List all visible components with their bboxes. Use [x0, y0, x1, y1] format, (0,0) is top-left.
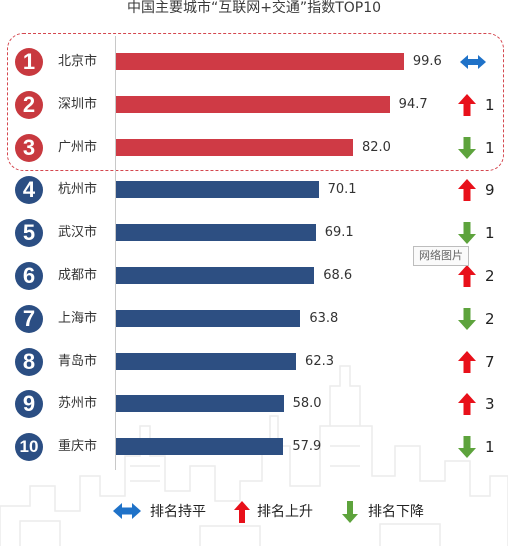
top3-highlight-box [7, 33, 504, 171]
bar [116, 138, 353, 156]
up-arrow-icon [234, 501, 250, 523]
bar [116, 267, 315, 284]
up-arrow-icon [458, 393, 476, 416]
bar-row: 9 苏州市 58.0 3 [0, 384, 508, 424]
rank-badge: 8 [15, 347, 43, 376]
rank-badge: 4 [15, 176, 43, 205]
rank-change-value: 1 [485, 224, 495, 243]
bar-row: 6 成都市 68.6 2 [0, 256, 508, 296]
chart-title: 中国主要城市“互联网+交通”指数TOP10 [126, 0, 382, 16]
down-arrow-icon [458, 436, 476, 459]
down-arrow-icon [458, 136, 476, 159]
up-arrow-icon [458, 265, 476, 287]
rank-change-value: 1 [485, 138, 495, 157]
down-arrow-icon [458, 222, 476, 245]
rank-badge: 9 [15, 390, 43, 419]
down-arrow-icon [458, 307, 476, 330]
city-label: 成都市 [58, 268, 98, 283]
rank-change-value: 3 [485, 395, 495, 414]
rank-change-value: 2 [485, 267, 495, 285]
bar-row: 8 青岛市 62.3 7 [0, 342, 508, 382]
value-label: 63.8 [309, 310, 339, 326]
city-label: 北京市 [58, 54, 98, 69]
rank-change-value: 1 [485, 95, 495, 114]
rank-change-value: 9 [485, 181, 495, 200]
legend-label-down: 排名下降 [368, 504, 424, 520]
bar-row: 5 武汉市 69.1 1 [0, 213, 508, 253]
value-label: 82.0 [361, 139, 391, 155]
rank-badge: 3 [15, 133, 43, 162]
rank-change-value: 1 [485, 438, 495, 457]
value-label: 62.3 [305, 353, 334, 369]
value-label: 58.0 [292, 396, 322, 412]
rank-change-value: 2 [485, 309, 495, 328]
city-label: 青岛市 [58, 353, 98, 369]
rank-change-value: 7 [485, 352, 495, 371]
tooltip: 网络图片 [413, 246, 469, 266]
up-arrow-icon [458, 179, 476, 202]
rank-badge: 2 [15, 90, 43, 119]
bar [116, 53, 404, 70]
bar [116, 438, 284, 456]
bar [116, 224, 316, 242]
bar-row: 10 重庆市 57.9 1 [0, 427, 508, 467]
rank-badge: 1 [15, 48, 43, 76]
bar-row: 7 上海市 63.8 2 [0, 299, 508, 339]
value-label: 99.6 [412, 54, 442, 69]
bar-row: 1 北京市 99.6 [0, 42, 508, 82]
rank-badge: 7 [15, 304, 43, 333]
value-label: 70.1 [327, 182, 357, 198]
value-label: 69.1 [324, 225, 354, 241]
city-label: 深圳市 [58, 96, 98, 112]
city-label: 杭州市 [58, 182, 98, 198]
city-label: 上海市 [58, 310, 98, 326]
legend-label-flat: 排名持平 [150, 504, 206, 520]
bar-row: 4 杭州市 70.1 9 [0, 170, 508, 210]
legend: 排名持平 排名上升 排名下降 [0, 497, 508, 527]
rank-badge: 10 [15, 433, 43, 462]
down-arrow-icon [342, 501, 358, 523]
city-skyline-background [0, 365, 508, 546]
legend-label-up: 排名上升 [257, 504, 313, 520]
bar-row: 2 深圳市 94.7 1 [0, 85, 508, 125]
y-axis-line [115, 36, 116, 470]
up-arrow-icon [458, 93, 476, 116]
bar [116, 395, 284, 413]
city-label: 武汉市 [58, 225, 98, 241]
bar [116, 309, 301, 327]
rank-badge: 6 [15, 262, 43, 290]
city-label: 广州市 [58, 139, 98, 155]
value-label: 94.7 [398, 96, 428, 112]
flat-arrow-icon [113, 503, 141, 519]
bar [116, 352, 297, 370]
rank-badge: 5 [15, 219, 43, 248]
city-label: 苏州市 [58, 396, 98, 412]
up-arrow-icon [458, 350, 476, 373]
flat-arrow-icon [460, 55, 486, 69]
bar [116, 95, 390, 113]
bar-row: 3 广州市 82.0 1 [0, 128, 508, 168]
value-label: 57.9 [292, 439, 322, 455]
bar [116, 181, 319, 199]
value-label: 68.6 [323, 268, 353, 283]
city-label: 重庆市 [58, 439, 98, 455]
